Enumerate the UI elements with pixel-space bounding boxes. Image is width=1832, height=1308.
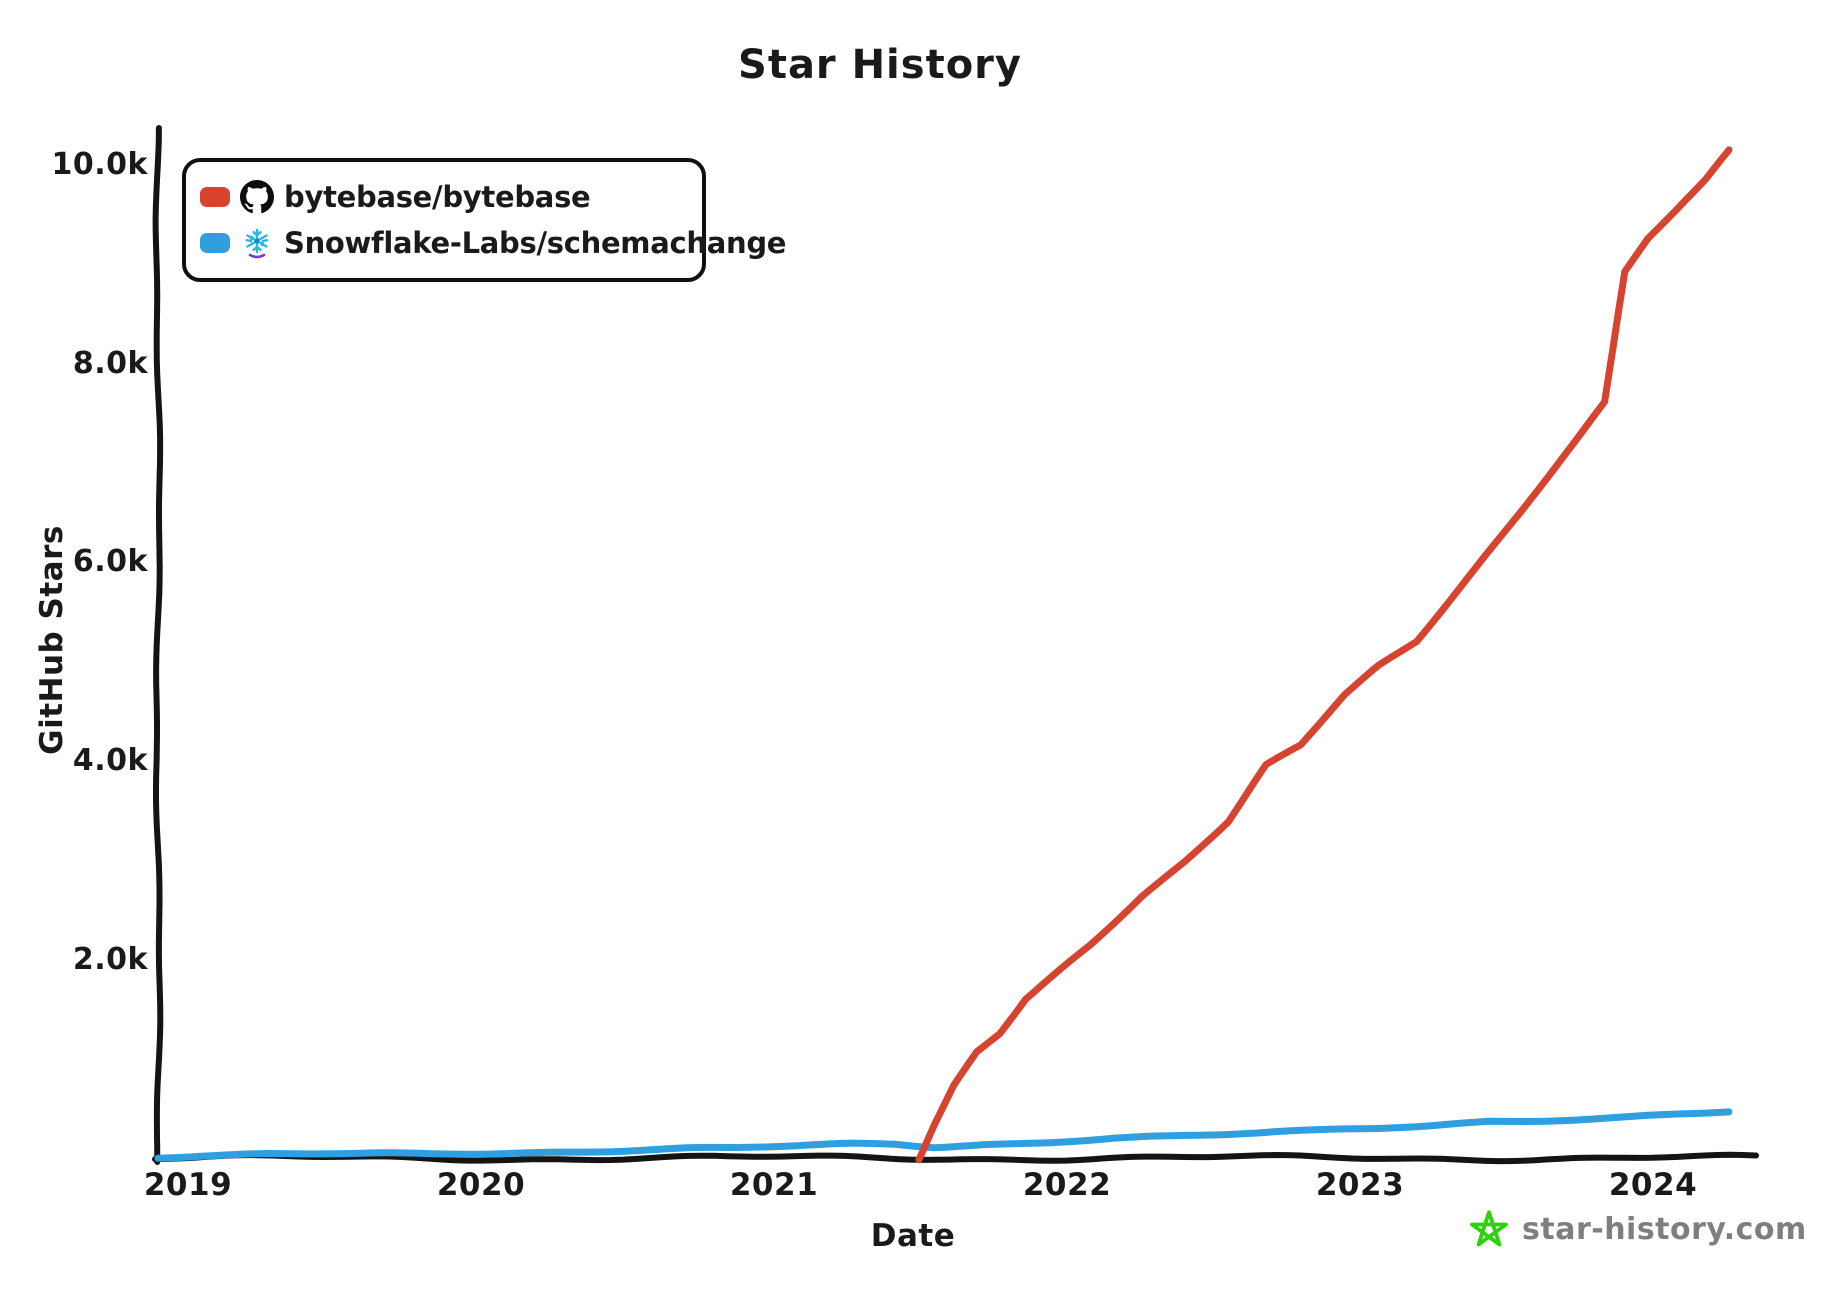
green-star-icon (1470, 1210, 1508, 1247)
snowflake-icon (245, 228, 269, 259)
y-tick-2k: 2.0k (72, 942, 148, 977)
x-axis-label: Date (870, 1218, 956, 1254)
legend-swatch-blue (200, 233, 230, 253)
x-tick-2023: 2023 (1315, 1167, 1405, 1203)
legend: bytebase/bytebase Snowflake-Labs/schema (182, 158, 786, 282)
watermark-text: star-history.com (1522, 1211, 1807, 1247)
legend-item-bytebase: bytebase/bytebase (200, 180, 692, 214)
x-tick-2021: 2021 (729, 1167, 819, 1203)
x-tick-2022: 2022 (1022, 1167, 1112, 1203)
x-tick-2024: 2024 (1608, 1167, 1698, 1203)
legend-swatch-red (200, 187, 230, 207)
series-line-bytebase (915, 146, 1733, 1164)
series-line-schemachange (154, 1108, 1733, 1162)
chart-title: Star History (738, 42, 1022, 88)
x-tick-2019: 2019 (143, 1167, 233, 1203)
y-tick-6k: 6.0k (72, 544, 148, 579)
legend-label-schemachange: Snowflake-Labs/schemachange (284, 226, 787, 260)
y-tick-8k: 8.0k (72, 346, 148, 381)
y-tick-4k: 4.0k (72, 743, 148, 778)
legend-item-schemachange: Snowflake-Labs/schemachange (200, 226, 786, 260)
x-tick-2020: 2020 (436, 1167, 526, 1203)
y-tick-10k: 10.0k (51, 147, 148, 182)
star-history-watermark[interactable]: star-history.com (1468, 1208, 1807, 1250)
github-octocat-icon (240, 180, 274, 214)
y-axis-line (152, 125, 164, 1165)
legend-label-bytebase: bytebase/bytebase (284, 180, 591, 214)
x-axis-line (152, 1151, 1759, 1165)
